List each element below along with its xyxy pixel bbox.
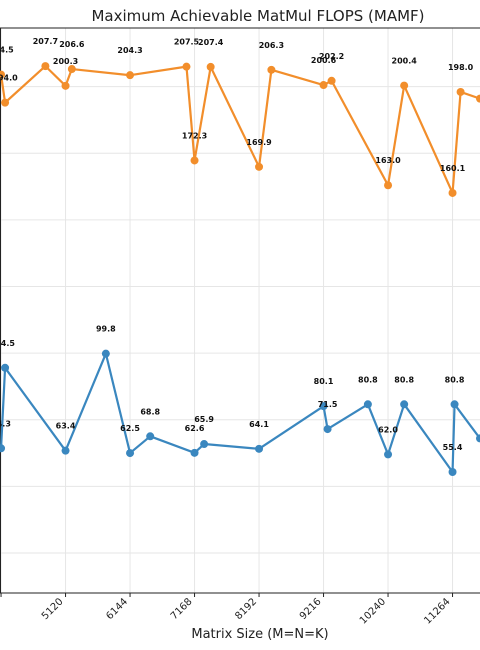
x-tick-label-3: 7168 [169,596,195,622]
series-0-point-11 [319,81,328,90]
series-1-data-label-10: 71.5 [318,400,338,409]
series-0-point-14 [400,81,409,90]
series-0-data-label-1: 194.0 [0,74,18,83]
series-1-data-label-3: 99.8 [96,325,116,334]
series-1-data-label-15: 80.8 [445,375,465,384]
series-0-data-label-4: 206.6 [59,40,85,49]
series-0-point-10 [267,65,276,74]
series-0-data-label-14: 200.4 [392,57,418,66]
series-0-point-4 [67,65,76,74]
x-tick-label-4: 8192 [233,596,259,622]
series-0-data-label-16: 198.0 [448,63,474,72]
series-1-point-3 [101,349,110,358]
series-1-point-15 [450,400,459,409]
x-tick-label-1: 5120 [40,596,66,622]
series-1-point-6 [190,448,199,457]
series-0-data-label-11: 200.6 [311,56,337,65]
series-0-point-9 [255,162,264,171]
series-0-line [0,65,480,195]
x-axis-label: Matrix Size (M=N=K) [191,627,328,642]
series-1-point-4 [126,449,135,458]
chart-title: Maximum Achievable MatMul FLOPS (MAMF) [91,7,424,25]
series-0-point-7 [190,156,199,165]
series-1-data-label-14: 55.4 [443,443,463,452]
series-1-point-10 [323,425,332,434]
series-0-data-label-13: 163.0 [375,156,401,165]
x-tick-label-0: 4096 [0,596,1,622]
series-1-data-label-4: 62.5 [120,424,140,433]
series-1-data-label-1: 94.5 [0,339,15,348]
series-0-data-label-8: 207.4 [198,38,224,47]
series-1-point-13 [400,400,409,409]
series-0-point-5 [126,71,135,80]
grid-lines [0,28,480,593]
series-1-point-14 [448,468,457,477]
series-group [0,62,480,477]
axes [0,27,480,594]
x-tick-label-2: 6144 [104,596,130,622]
series-0-point-0 [0,70,6,79]
series-0-data-label-0: 204.5 [0,46,14,55]
series-0-point-3 [61,81,70,90]
series-1-point-2 [61,446,70,455]
x-tick-label-7: 11264 [422,596,452,626]
series-0-data-label-2: 207.7 [33,37,58,46]
x-tick-label-5: 9216 [298,596,324,622]
series-1-data-label-11: 80.8 [358,375,378,384]
series-0-point-15 [448,188,457,197]
series-0-point-12 [327,76,336,85]
series-1-point-12 [384,450,393,459]
series-0-data-label-3: 200.3 [53,57,78,66]
series-0-data-label-5: 204.3 [117,46,142,55]
series-1-data-label-13: 80.8 [394,375,414,384]
series-0-point-16 [456,87,465,96]
x-tick-label-6: 10240 [358,596,388,626]
series-0-point-13 [384,181,393,190]
series-1-data-label-8: 64.1 [249,420,269,429]
series-0-point-2 [41,62,50,71]
series-1-point-16 [476,434,480,443]
series-1-data-label-0: 64.3 [0,419,11,428]
series-1-point-1 [1,363,10,372]
series-0-data-label-12: 202.2 [319,52,344,61]
series-0-data-label-10: 206.3 [259,41,284,50]
series-1-line [0,352,480,474]
series-1-point-5 [146,432,155,441]
series-1-data-label-12: 62.0 [378,425,398,434]
x-tick-labels: 4096 5120 6144 7168 8192 9216 10240 11264 [0,593,454,627]
series-1-data-label-7: 65.9 [194,415,214,424]
series-1-data-label-9: 80.1 [314,377,334,386]
series-1-data-label-6: 62.6 [185,424,205,433]
series-1-point-0 [0,444,6,453]
series-1-point-8 [255,444,264,453]
series-1-data-label-5: 68.8 [140,407,160,416]
series-0-data-label-7: 172.3 [182,131,207,140]
series-1-point-9 [319,402,328,411]
series-0-point-6 [182,62,191,71]
series-0-point-8 [206,62,215,71]
series-0-data-label-15: 160.1 [440,164,466,173]
series-0-point-17 [476,94,480,103]
data-labels: 204.5 194.0 207.7 200.3 206.6 204.3 207.5 172.3… [0,37,474,452]
series-0-data-label-9: 169.9 [246,138,272,147]
series-0-data-label-6: 207.5 [174,38,200,47]
series-1-data-label-2: 63.4 [56,422,76,431]
series-1-point-11 [363,400,372,409]
series-0-point-1 [1,98,10,107]
series-1-point-7 [200,440,209,449]
